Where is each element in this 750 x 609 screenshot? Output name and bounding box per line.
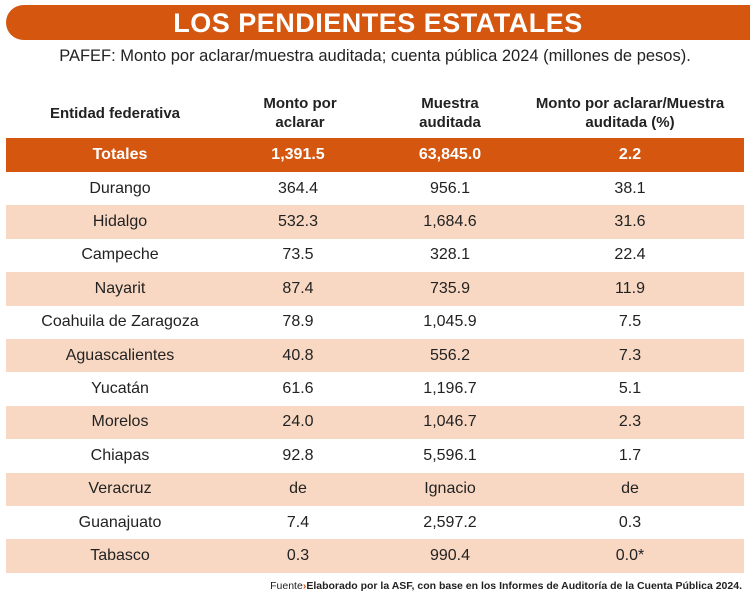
cell: 328.1 xyxy=(429,246,471,264)
table-row: Guanajuato 7.4 2,597.2 0.3 xyxy=(6,506,744,539)
cell: 24.0 xyxy=(282,413,314,431)
cell: 73.5 xyxy=(282,246,314,264)
cell: 1,046.7 xyxy=(423,413,477,431)
cell: Aguascalientes xyxy=(65,346,175,364)
cell: 1,196.7 xyxy=(423,380,477,398)
cell: Yucatán xyxy=(91,380,149,398)
cell: Morelos xyxy=(91,413,149,431)
cell: 556.2 xyxy=(429,346,471,364)
cell: 364.4 xyxy=(277,179,319,197)
cell: Ignacio xyxy=(424,480,476,498)
source-text: Elaborado por la ASF, con base en los In… xyxy=(306,580,742,592)
cell: Totales xyxy=(92,146,148,163)
cell: 7.3 xyxy=(618,346,642,364)
cell: 31.6 xyxy=(614,213,646,231)
cell: 956.1 xyxy=(429,179,471,197)
cell: 63,845.0 xyxy=(418,146,482,163)
cell: de xyxy=(621,480,639,498)
cell: 532.3 xyxy=(277,213,319,231)
cell: 7.5 xyxy=(618,313,642,331)
arrow-icon: › xyxy=(302,580,307,592)
cell: 2.2 xyxy=(618,146,642,163)
cell: 1.7 xyxy=(618,446,642,464)
cell: 0.3 xyxy=(618,513,642,531)
table-row: Coahuila de Zaragoza 78.9 1,045.9 7.5 xyxy=(6,306,744,339)
table-row: Tabasco 0.3 990.4 0.0* xyxy=(6,539,744,573)
cell: Veracruz xyxy=(88,480,152,498)
subtitle: PAFEF: Monto por aclarar/muestra auditad… xyxy=(59,47,691,65)
cell: 735.9 xyxy=(429,279,471,297)
table-row: Durango 364.4 956.1 38.1 xyxy=(6,172,744,205)
cell: Coahuila de Zaragoza xyxy=(41,313,199,331)
cell: 5,596.1 xyxy=(423,446,477,464)
cell: Campeche xyxy=(81,246,159,264)
table-row: Nayarit 87.4 735.9 11.9 xyxy=(6,272,744,306)
cell: 22.4 xyxy=(614,246,646,264)
cell: 990.4 xyxy=(429,547,471,565)
cell: 40.8 xyxy=(282,346,314,364)
table-row: Yucatán 61.6 1,196.7 5.1 xyxy=(6,372,744,405)
header-muestra: Muestra auditada xyxy=(419,95,481,131)
cell: de xyxy=(289,480,307,498)
cell: Durango xyxy=(89,179,151,197)
cell: 1,045.9 xyxy=(423,313,477,331)
table-row: Aguascalientes 40.8 556.2 7.3 xyxy=(6,339,744,373)
cell: 1,391.5 xyxy=(271,146,325,163)
source-note: Fuente›Elaborado por la ASF, con base en… xyxy=(270,580,742,592)
table-row: Veracruz de Ignacio de xyxy=(6,472,744,506)
header-porcentaje: Monto por aclarar/Muestra auditada (%) xyxy=(535,95,725,131)
cell: 38.1 xyxy=(614,179,646,197)
source-label: Fuente xyxy=(270,580,303,592)
cell: 11.9 xyxy=(615,279,645,297)
table-row: Morelos 24.0 1,046.7 2.3 xyxy=(6,405,744,440)
cell: 2.3 xyxy=(618,413,642,431)
table-row: Hidalgo 532.3 1,684.6 31.6 xyxy=(6,205,744,239)
cell: 1,684.6 xyxy=(423,213,477,231)
cell: 61.6 xyxy=(282,380,314,398)
cell: 87.4 xyxy=(282,279,314,297)
cell: Hidalgo xyxy=(92,213,148,231)
header-entidad: Entidad federativa xyxy=(49,104,181,122)
cell: Chiapas xyxy=(90,446,150,464)
cell: Guanajuato xyxy=(78,513,162,531)
header-monto: Monto por aclarar xyxy=(263,95,337,131)
cell: 5.1 xyxy=(618,380,642,398)
cell: 7.4 xyxy=(286,513,310,531)
cell: Tabasco xyxy=(90,547,150,565)
table-row: Chiapas 92.8 5,596.1 1.7 xyxy=(6,439,744,472)
totals-row: Totales 1,391.5 63,845.0 2.2 xyxy=(6,138,744,172)
title-banner: LOS PENDIENTES ESTATALES xyxy=(6,5,750,40)
cell: 0.0* xyxy=(615,547,645,565)
cell: Nayarit xyxy=(94,279,146,297)
table-row: Campeche 73.5 328.1 22.4 xyxy=(6,239,744,272)
cell: 0.3 xyxy=(286,547,310,565)
cell: 92.8 xyxy=(282,446,314,464)
cell: 2,597.2 xyxy=(423,513,477,531)
cell: 78.9 xyxy=(282,313,314,331)
